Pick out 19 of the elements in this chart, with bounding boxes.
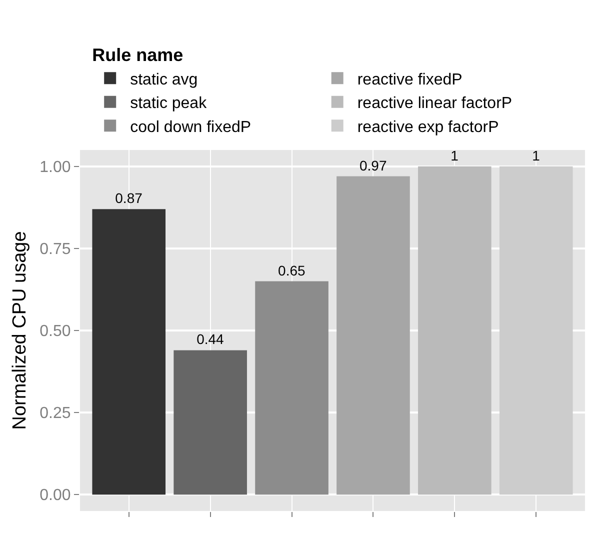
y-tick-label: 0.50 — [40, 323, 71, 340]
y-tick-label: 0.00 — [40, 487, 71, 504]
y-tick-label: 0.75 — [40, 241, 71, 258]
legend-title: Rule name — [92, 45, 184, 66]
y-axis-title: Normalized CPU usage — [10, 231, 31, 430]
data-label: 0.97 — [359, 157, 387, 174]
y-tick-label: 0.25 — [40, 405, 71, 422]
data-label: 0.44 — [196, 331, 224, 348]
legend-label: static avg — [130, 71, 198, 88]
y-tick-label: 1.00 — [40, 159, 71, 176]
legend-label: static peak — [130, 95, 208, 112]
legend-label: reactive exp factorP — [357, 118, 499, 136]
data-label: 0.65 — [278, 262, 306, 278]
legend-label: cool down fixedP — [130, 118, 252, 136]
legend-label: reactive fixedP — [357, 71, 462, 88]
legend-label: reactive linear factorP — [357, 95, 512, 112]
data-label: 0.87 — [115, 190, 143, 206]
data-label: 1 — [450, 147, 459, 164]
data-label: 1 — [532, 147, 540, 164]
